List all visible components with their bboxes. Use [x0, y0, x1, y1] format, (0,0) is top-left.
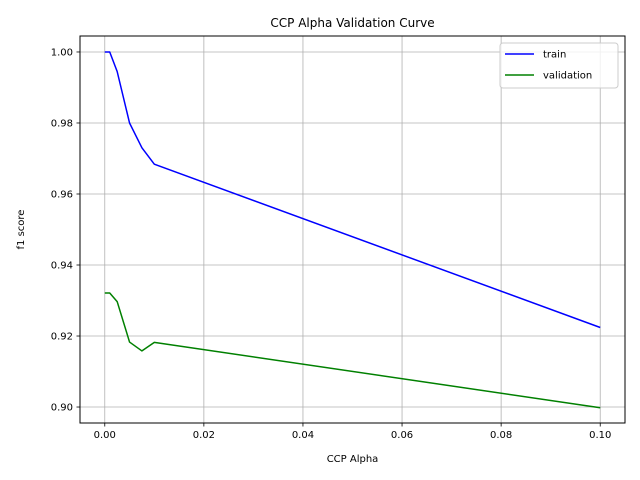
legend-label-train: train — [543, 50, 566, 61]
series-layer — [104, 51, 601, 409]
x-tick-label: 0.02 — [193, 430, 215, 441]
y-tick-label: 1.00 — [51, 47, 73, 58]
legend: train validation — [499, 42, 619, 89]
x-tick-label: 0.04 — [292, 430, 314, 441]
y-tick-label: 0.98 — [51, 118, 73, 129]
ticks: 0.00 0.02 0.04 0.06 0.08 0.10 0.90 0.92 0.94 0.96… — [51, 47, 612, 441]
y-tick-label: 0.92 — [51, 332, 73, 343]
x-tick-label: 0.08 — [490, 430, 512, 441]
legend-label-validation: validation — [543, 71, 592, 82]
x-tick-label: 0.06 — [391, 430, 413, 441]
y-tick-label: 0.96 — [51, 189, 73, 200]
x-tick-label: 0.10 — [589, 430, 611, 441]
y-tick-label: 0.90 — [51, 403, 73, 414]
series-line-train — [104, 51, 601, 329]
y-axis-label: f1 score — [16, 210, 27, 250]
chart-title: CCP Alpha Validation Curve — [270, 16, 434, 30]
grid — [80, 36, 625, 423]
series-line-validation — [104, 292, 601, 409]
x-axis-label: CCP Alpha — [327, 454, 379, 465]
y-tick-label: 0.94 — [51, 261, 73, 272]
plot-frame — [79, 35, 626, 424]
x-tick-label: 0.00 — [94, 430, 116, 441]
